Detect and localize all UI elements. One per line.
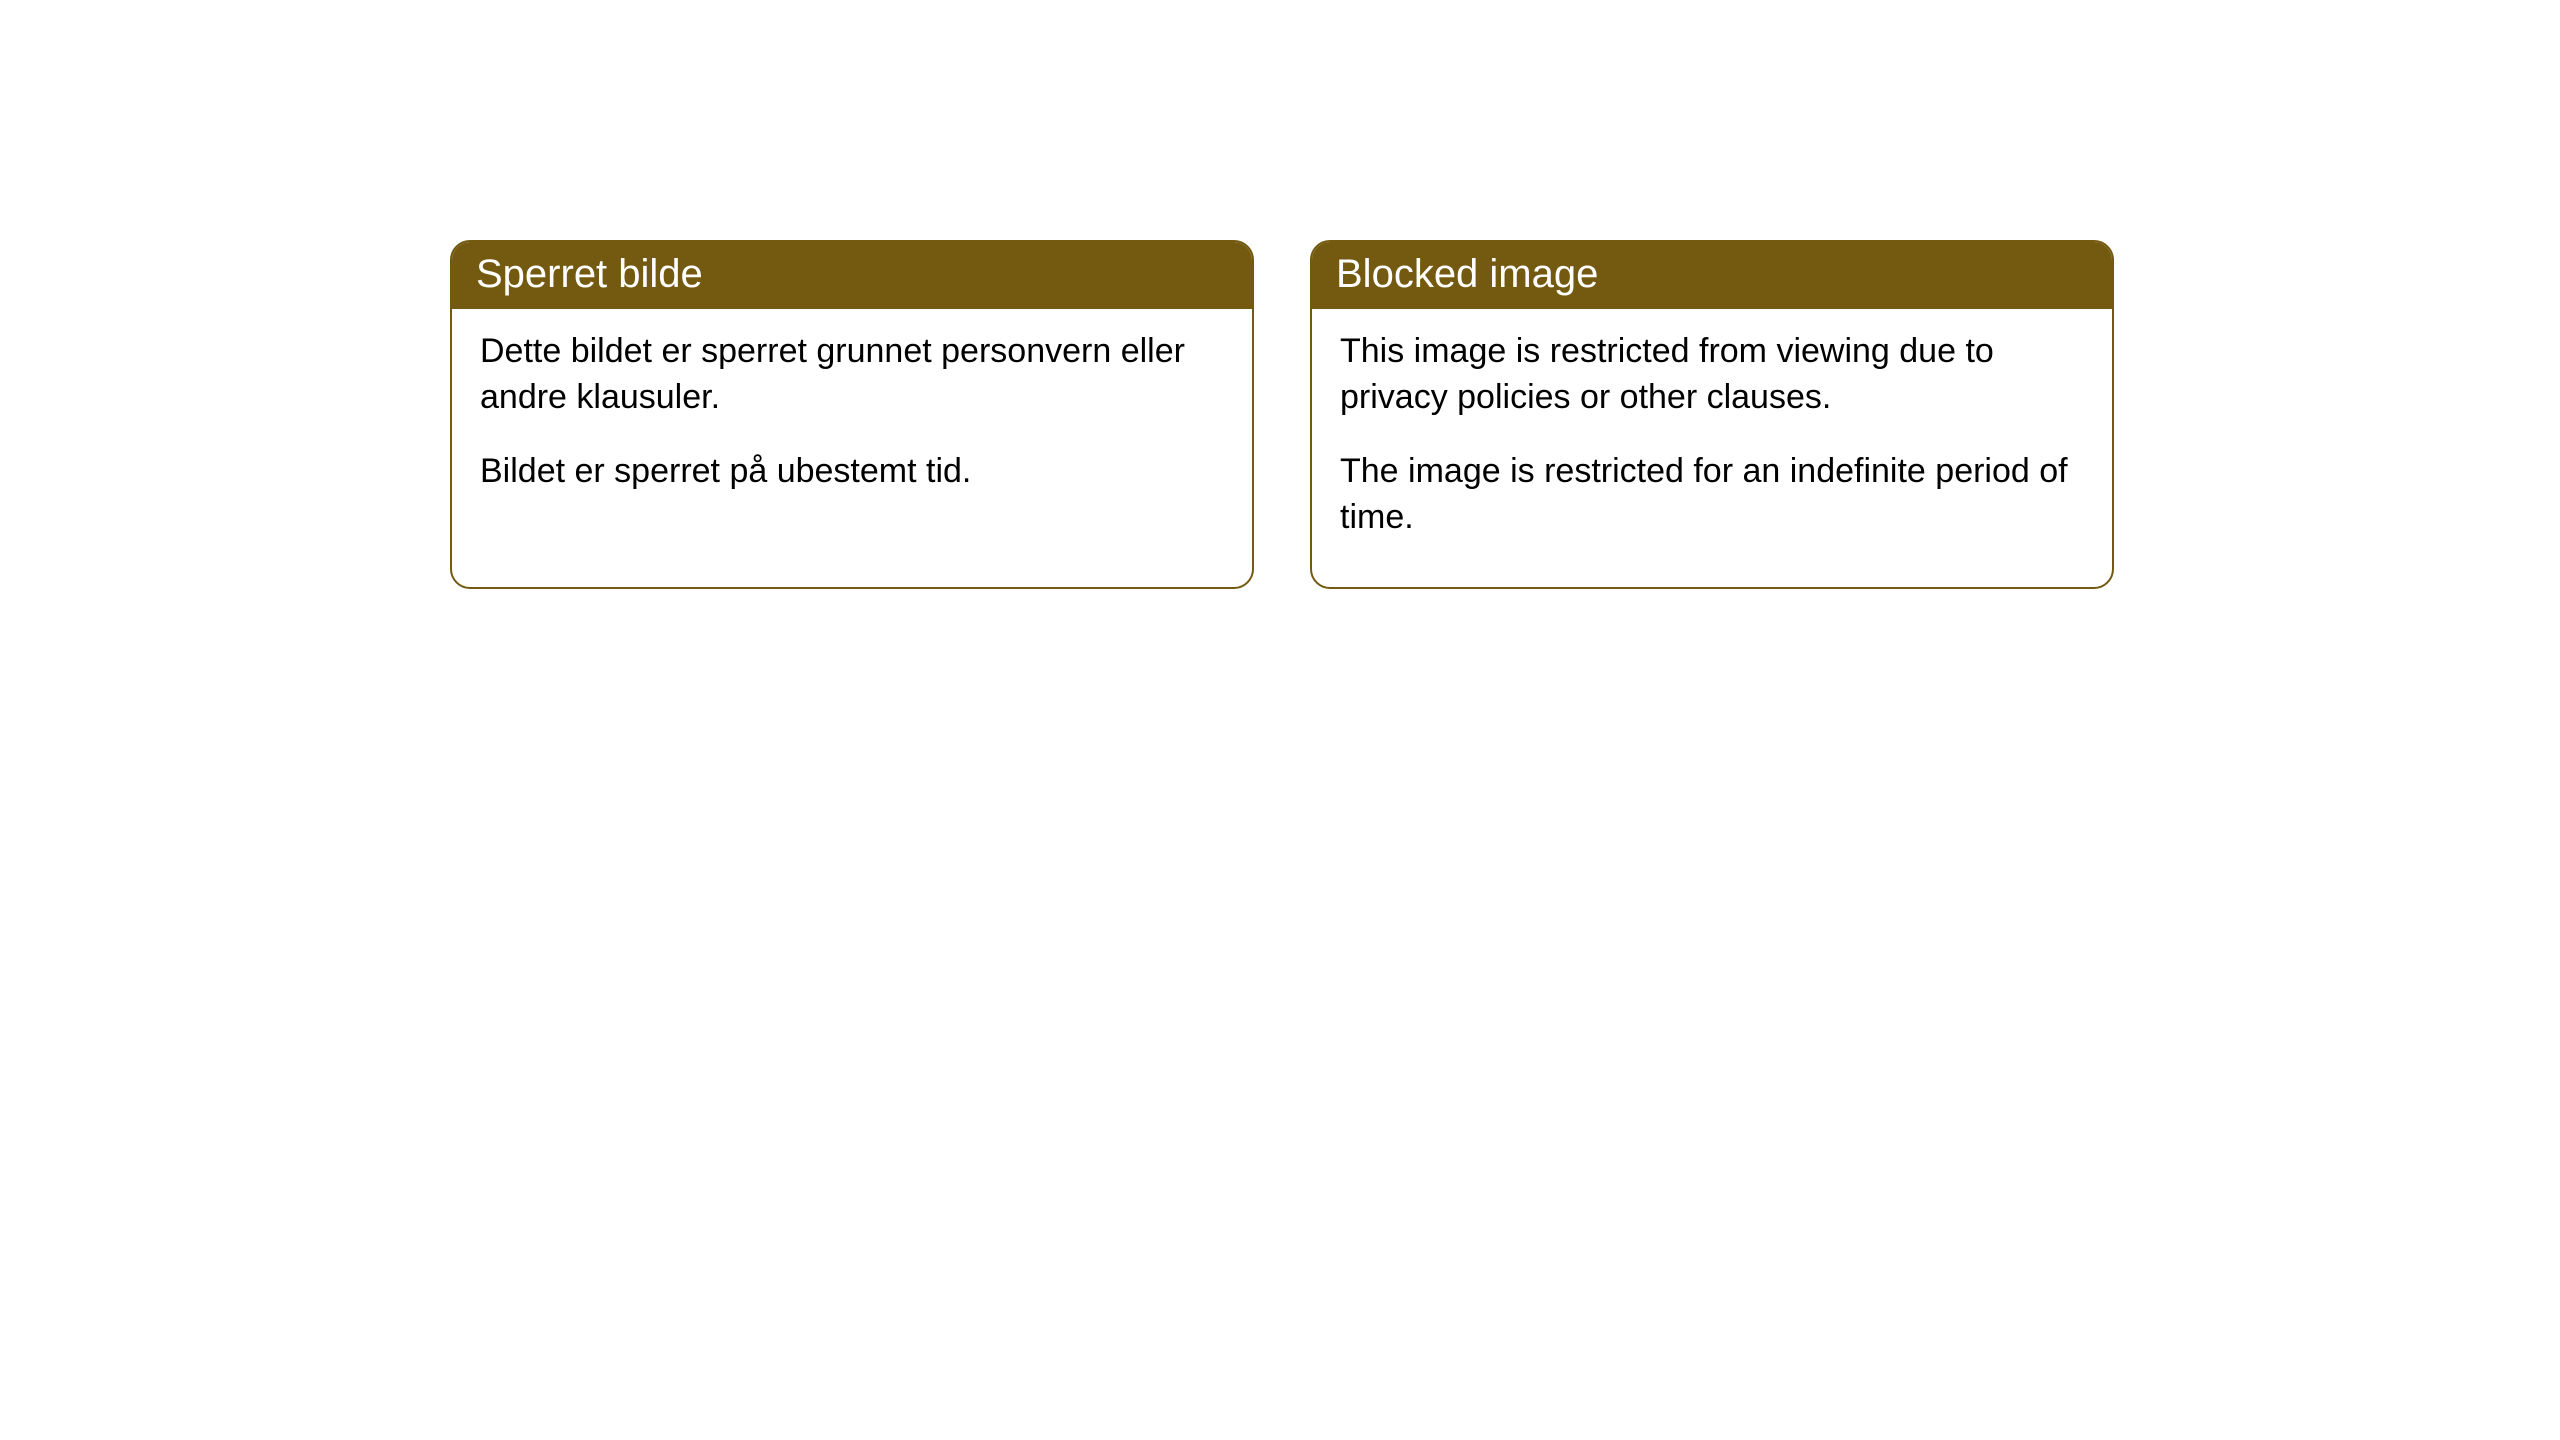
card-title-norwegian: Sperret bilde	[452, 242, 1252, 309]
card-paragraph-2-norwegian: Bildet er sperret på ubestemt tid.	[480, 449, 1224, 495]
card-paragraph-2-english: The image is restricted for an indefinit…	[1340, 449, 2084, 541]
blocked-image-card-norwegian: Sperret bilde Dette bildet er sperret gr…	[450, 240, 1254, 589]
card-paragraph-1-english: This image is restricted from viewing du…	[1340, 329, 2084, 421]
card-body-norwegian: Dette bildet er sperret grunnet personve…	[452, 309, 1252, 541]
notice-cards-container: Sperret bilde Dette bildet er sperret gr…	[0, 0, 2560, 589]
blocked-image-card-english: Blocked image This image is restricted f…	[1310, 240, 2114, 589]
card-body-english: This image is restricted from viewing du…	[1312, 309, 2112, 587]
card-title-english: Blocked image	[1312, 242, 2112, 309]
card-paragraph-1-norwegian: Dette bildet er sperret grunnet personve…	[480, 329, 1224, 421]
